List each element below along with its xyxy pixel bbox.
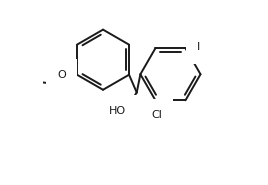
Text: I: I xyxy=(197,42,200,52)
Text: HO: HO xyxy=(109,106,126,116)
Text: Cl: Cl xyxy=(151,110,162,120)
Text: O: O xyxy=(57,70,66,80)
